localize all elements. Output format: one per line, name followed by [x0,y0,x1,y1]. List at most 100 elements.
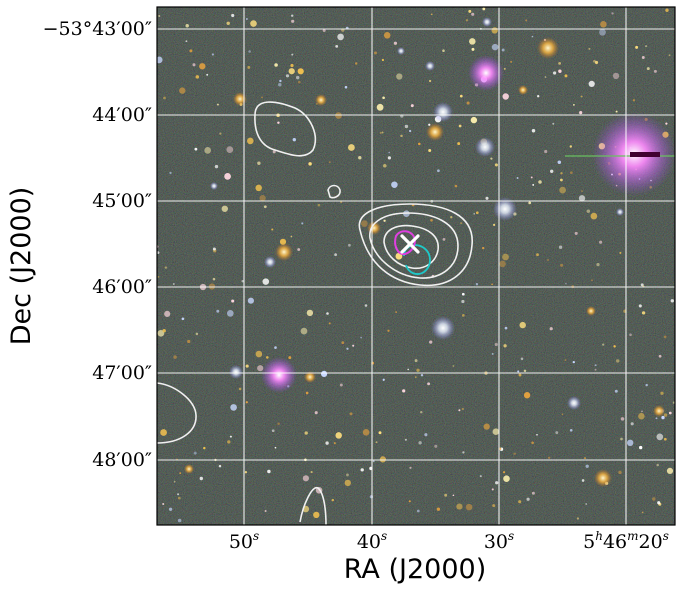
faint-source [491,283,493,286]
faint-source [450,216,453,219]
faint-source [560,172,563,175]
faint-source [194,147,198,151]
faint-source [271,228,274,231]
faint-source [379,131,382,134]
faint-source [387,329,390,332]
faint-source [602,343,605,346]
faint-source [668,54,671,57]
faint-source [374,51,377,55]
faint-source [379,456,387,463]
faint-source [245,401,248,404]
faint-source [475,283,479,286]
faint-source [177,493,180,496]
faint-source [348,243,351,247]
faint-source [528,201,532,205]
faint-source [163,96,166,100]
faint-source [530,176,533,179]
faint-source [437,169,440,173]
faint-source [288,68,295,75]
faint-source [503,471,506,474]
faint-source [346,473,349,477]
faint-source [468,9,472,13]
faint-source [615,359,620,363]
faint-source [168,507,173,511]
faint-source [569,428,573,432]
faint-source [558,245,563,249]
faint-source [172,283,175,285]
faint-source [656,463,659,467]
faint-source [189,49,193,53]
faint-source [613,345,616,348]
faint-source [479,475,482,478]
faint-source [177,518,182,523]
faint-source [531,491,535,495]
faint-source [656,433,664,441]
faint-source [348,144,355,151]
faint-source [531,129,536,133]
faint-source [218,464,222,468]
faint-source [466,101,470,105]
faint-source [581,479,585,482]
faint-source [162,328,166,333]
faint-source [238,387,242,391]
faint-source [460,222,462,224]
faint-source [325,441,329,445]
faint-source [290,63,294,68]
faint-source [495,481,499,485]
faint-source [230,404,237,411]
bright-sources [184,17,675,487]
faint-source [547,456,551,460]
faint-source [335,432,342,439]
faint-source [550,169,554,173]
faint-source [245,364,249,368]
faint-source [523,369,527,373]
faint-source [402,389,406,393]
faint-source [404,124,409,129]
faint-source [344,479,351,487]
faint-source [328,322,331,325]
faint-source [341,341,345,345]
faint-source [314,411,318,415]
faint-source [310,471,313,474]
faint-source [424,433,428,437]
x-tick-label: 50s [229,529,259,553]
faint-source [404,438,407,441]
faint-source [517,370,520,373]
faint-source [334,253,337,257]
faint-source [590,212,598,220]
faint-source [652,497,656,501]
faint-source [599,28,606,36]
faint-source [344,85,348,89]
faint-source [352,344,355,347]
faint-source [456,503,463,510]
faint-source [658,354,662,358]
faint-source [491,488,494,491]
faint-source [513,452,516,455]
faint-source [372,460,375,463]
faint-source [181,317,185,321]
faint-source [670,299,674,303]
faint-source [531,35,534,38]
faint-source [383,32,391,39]
faint-source [579,111,583,115]
faint-source [361,220,368,227]
faint-source [663,335,667,339]
faint-source [162,503,165,505]
faint-source [255,350,263,358]
faint-source [362,428,370,436]
y-tick-label: 44′00″ [92,104,152,126]
faint-source [274,446,277,449]
faint-source [164,266,168,269]
faint-source [257,161,261,165]
faint-source [475,211,479,215]
faint-source [493,223,496,226]
faint-source [407,368,410,371]
faint-source [179,87,186,94]
faint-source [157,275,160,278]
faint-source [594,368,597,371]
faint-source [219,132,222,135]
faint-source [536,433,538,436]
faint-source [620,417,625,421]
faint-source [185,40,188,43]
faint-source [244,471,248,474]
